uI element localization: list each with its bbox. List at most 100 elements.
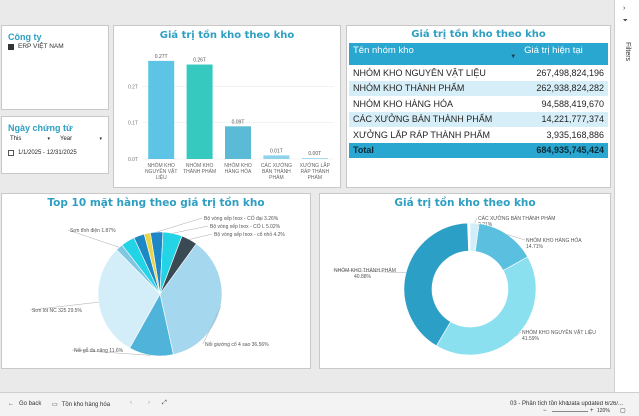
row-name: NHÓM KHO HÀNG HÓA bbox=[353, 98, 454, 109]
pie-leader-line bbox=[71, 349, 151, 356]
bar[interactable] bbox=[225, 126, 251, 159]
donut-leader-line bbox=[332, 269, 407, 274]
date-range[interactable]: 1/1/2025 - 12/31/2025 bbox=[8, 150, 77, 156]
zoom-level: 120% bbox=[597, 408, 610, 414]
bar-chart-card: Giá trị tồn kho theo kho 0.0T 0.1T 0.2T 0.2… bbox=[113, 25, 341, 188]
pie-leader-line bbox=[156, 217, 203, 233]
unit-dropdown[interactable]: Year ▾ bbox=[60, 136, 102, 142]
bar-data-label: 0.26T bbox=[193, 58, 206, 64]
row-name: XƯỞNG LẮP RÁP THÀNH PHẨM bbox=[353, 129, 490, 140]
fullscreen-icon[interactable]: ⤢ bbox=[162, 400, 167, 406]
pie-leader-line bbox=[202, 306, 221, 345]
pie-slice[interactable] bbox=[97, 249, 161, 349]
column-header-value[interactable]: Giá trị hiện tại bbox=[520, 43, 608, 65]
table-total-row: Total 684,935,745,424 bbox=[349, 142, 608, 158]
total-label: Total bbox=[349, 142, 521, 158]
bar[interactable] bbox=[148, 60, 175, 159]
row-name: CÁC XƯỞNG BÁN THÀNH PHẨM bbox=[353, 114, 493, 125]
bar-data-label: 0.00T bbox=[308, 151, 321, 157]
filters-label[interactable]: Filters bbox=[624, 42, 631, 62]
pie-slice-label: Sơn tĩnh điện 1.87% bbox=[70, 228, 116, 234]
donut-leader-line bbox=[474, 217, 478, 224]
bar[interactable] bbox=[186, 64, 213, 159]
table-row[interactable]: NHÓM KHO THÀNH PHẨM 262,938,824,282 bbox=[349, 80, 608, 96]
table-row[interactable]: CÁC XƯỞNG BÁN THÀNH PHẨM 14,221,777,374 bbox=[349, 111, 608, 127]
zoom-slider[interactable] bbox=[552, 411, 588, 412]
column-header-name[interactable]: Tên nhóm kho ▼ bbox=[349, 43, 521, 65]
company-option[interactable]: ERP VIỆT NAM bbox=[8, 43, 64, 50]
prev-page-icon[interactable]: ‹ bbox=[130, 400, 132, 406]
filters-collapse-icon[interactable]: › bbox=[623, 5, 626, 12]
y-tick-label: 0.2T bbox=[128, 84, 138, 90]
x-tick-label: XƯỞNG LẮP RÁP THÀNH PHẨM bbox=[300, 161, 331, 181]
pie-leader-line bbox=[67, 229, 120, 248]
period-value: This bbox=[10, 136, 22, 142]
column-header-value-label: Giá trị hiện tại bbox=[524, 45, 583, 56]
bar[interactable] bbox=[263, 155, 290, 159]
filters-pane[interactable]: › ⏷ Filters bbox=[614, 0, 639, 392]
chevron-down-icon: ▾ bbox=[47, 136, 50, 142]
donut-slice[interactable] bbox=[403, 222, 469, 347]
fit-page-icon[interactable]: ▢ bbox=[620, 408, 626, 414]
pie-leader-line bbox=[189, 233, 213, 240]
calendar-icon bbox=[8, 150, 14, 156]
back-arrow-icon: ← bbox=[8, 401, 14, 407]
donut-leader-line bbox=[515, 331, 522, 337]
page-tab-label: Tồn kho hàng hóa bbox=[61, 401, 111, 408]
pie-slice-other[interactable] bbox=[143, 232, 161, 295]
date-slicer: Ngày chứng từ This ▾ Year ▾ 1/1/2025 - 1… bbox=[1, 116, 109, 174]
row-name: NHÓM KHO THÀNH PHẨM bbox=[353, 83, 465, 94]
donut-card: Giá trị tồn kho theo kho CÁC XƯỞNG BÁN T… bbox=[319, 193, 611, 369]
pie-leader-line bbox=[172, 225, 209, 234]
donut-slice-label: NHÓM KHO THÀNH PHẨM 40.88% bbox=[334, 267, 396, 280]
page-info: 03 - Phân tích tồn kho bbox=[510, 401, 569, 407]
pie-slice-label: Bộ vòng xếp Inox - cổ nhỏ 4.2% bbox=[214, 231, 285, 238]
unit-value: Year bbox=[60, 136, 73, 142]
table-row[interactable]: NHÓM KHO HÀNG HÓA 94,588,419,670 bbox=[349, 96, 608, 112]
row-value: 94,588,419,670 bbox=[541, 98, 604, 109]
go-back-label: Go back bbox=[19, 401, 42, 407]
date-range-text: 1/1/2025 - 12/31/2025 bbox=[18, 150, 77, 156]
table-row[interactable]: NHÓM KHO NGUYÊN VẬT LIỆU 267,498,824,196 bbox=[349, 65, 608, 81]
page-icon: ▭ bbox=[52, 402, 58, 408]
total-value: 684,935,745,424 bbox=[520, 142, 608, 158]
top10-pie-card: Top 10 mặt hàng theo giá trị tồn kho Bộ … bbox=[1, 193, 311, 369]
donut-slice-label: NHÓM KHO HÀNG HÓA 14.71% bbox=[526, 237, 582, 250]
zoom-plus-icon[interactable]: + bbox=[590, 408, 594, 414]
row-value: 3,935,168,886 bbox=[546, 129, 604, 140]
row-value: 267,498,824,196 bbox=[536, 67, 604, 78]
x-tick-label: NHÓM KHO HÀNG HÓA bbox=[224, 162, 252, 175]
bar-data-label: 0.01T bbox=[270, 148, 283, 154]
donut-slice[interactable] bbox=[435, 256, 537, 356]
next-page-icon[interactable]: › bbox=[148, 400, 150, 406]
page-tab[interactable]: ▭ Tồn kho hàng hóa bbox=[52, 401, 111, 409]
row-name: NHÓM KHO NGUYÊN VẬT LIỆU bbox=[353, 67, 486, 78]
row-value: 14,221,777,374 bbox=[541, 114, 604, 125]
period-dropdown[interactable]: This ▾ bbox=[10, 136, 50, 142]
sort-desc-icon[interactable]: ▼ bbox=[510, 54, 517, 60]
data-updated: Data updated 6/26/... bbox=[567, 401, 624, 407]
bottom-bar: ← Go back ▭ Tồn kho hàng hóa ‹ › ⤢ 03 - … bbox=[0, 392, 639, 416]
top10-pie-title: Top 10 mặt hàng theo giá trị tồn kho bbox=[47, 197, 265, 209]
donut-slice-label: NHÓM KHO NGUYÊN VẬT LIỆU 41.59% bbox=[522, 328, 596, 342]
y-tick-label: 0.0T bbox=[128, 157, 138, 163]
company-slicer: Công ty ERP VIỆT NAM bbox=[1, 25, 109, 110]
checkbox-icon[interactable] bbox=[8, 43, 14, 50]
go-back-button[interactable]: ← Go back bbox=[8, 401, 41, 407]
pie-slice-label: Nối gỗ đa năng 11.6% bbox=[74, 347, 124, 354]
bar-chart: 0.0T 0.1T 0.2T 0.27T NHÓM KHO NGUYÊN VẬT LIỆU 0… bbox=[128, 54, 334, 181]
bar-chart-title: Giá trị tồn kho theo kho bbox=[159, 30, 295, 41]
chevron-down-icon: ▾ bbox=[99, 136, 102, 142]
bar-data-label: 0.27T bbox=[155, 54, 168, 60]
x-tick-label: NHÓM KHO NGUYÊN VẬT LIỆU bbox=[145, 162, 178, 181]
zoom-minus-icon[interactable]: − bbox=[543, 408, 547, 414]
pie-leader-line bbox=[29, 301, 99, 311]
company-slicer-title: Công ty bbox=[8, 32, 42, 42]
pie-slice[interactable] bbox=[159, 243, 223, 355]
pie-slice-label: Nối giường cổ 4 sao 36.56% bbox=[205, 341, 269, 348]
pie-slice-label: Bộ vòng xếp Inox - CỔ đại 3.26% bbox=[204, 215, 279, 222]
table-row[interactable]: XƯỞNG LẮP RÁP THÀNH PHẨM 3,935,168,886 bbox=[349, 127, 608, 143]
top10-pie-chart: Bộ vòng xếp Inox - CỔ đại 3.26% Bộ vòng x… bbox=[29, 215, 285, 357]
bar[interactable] bbox=[301, 158, 328, 159]
